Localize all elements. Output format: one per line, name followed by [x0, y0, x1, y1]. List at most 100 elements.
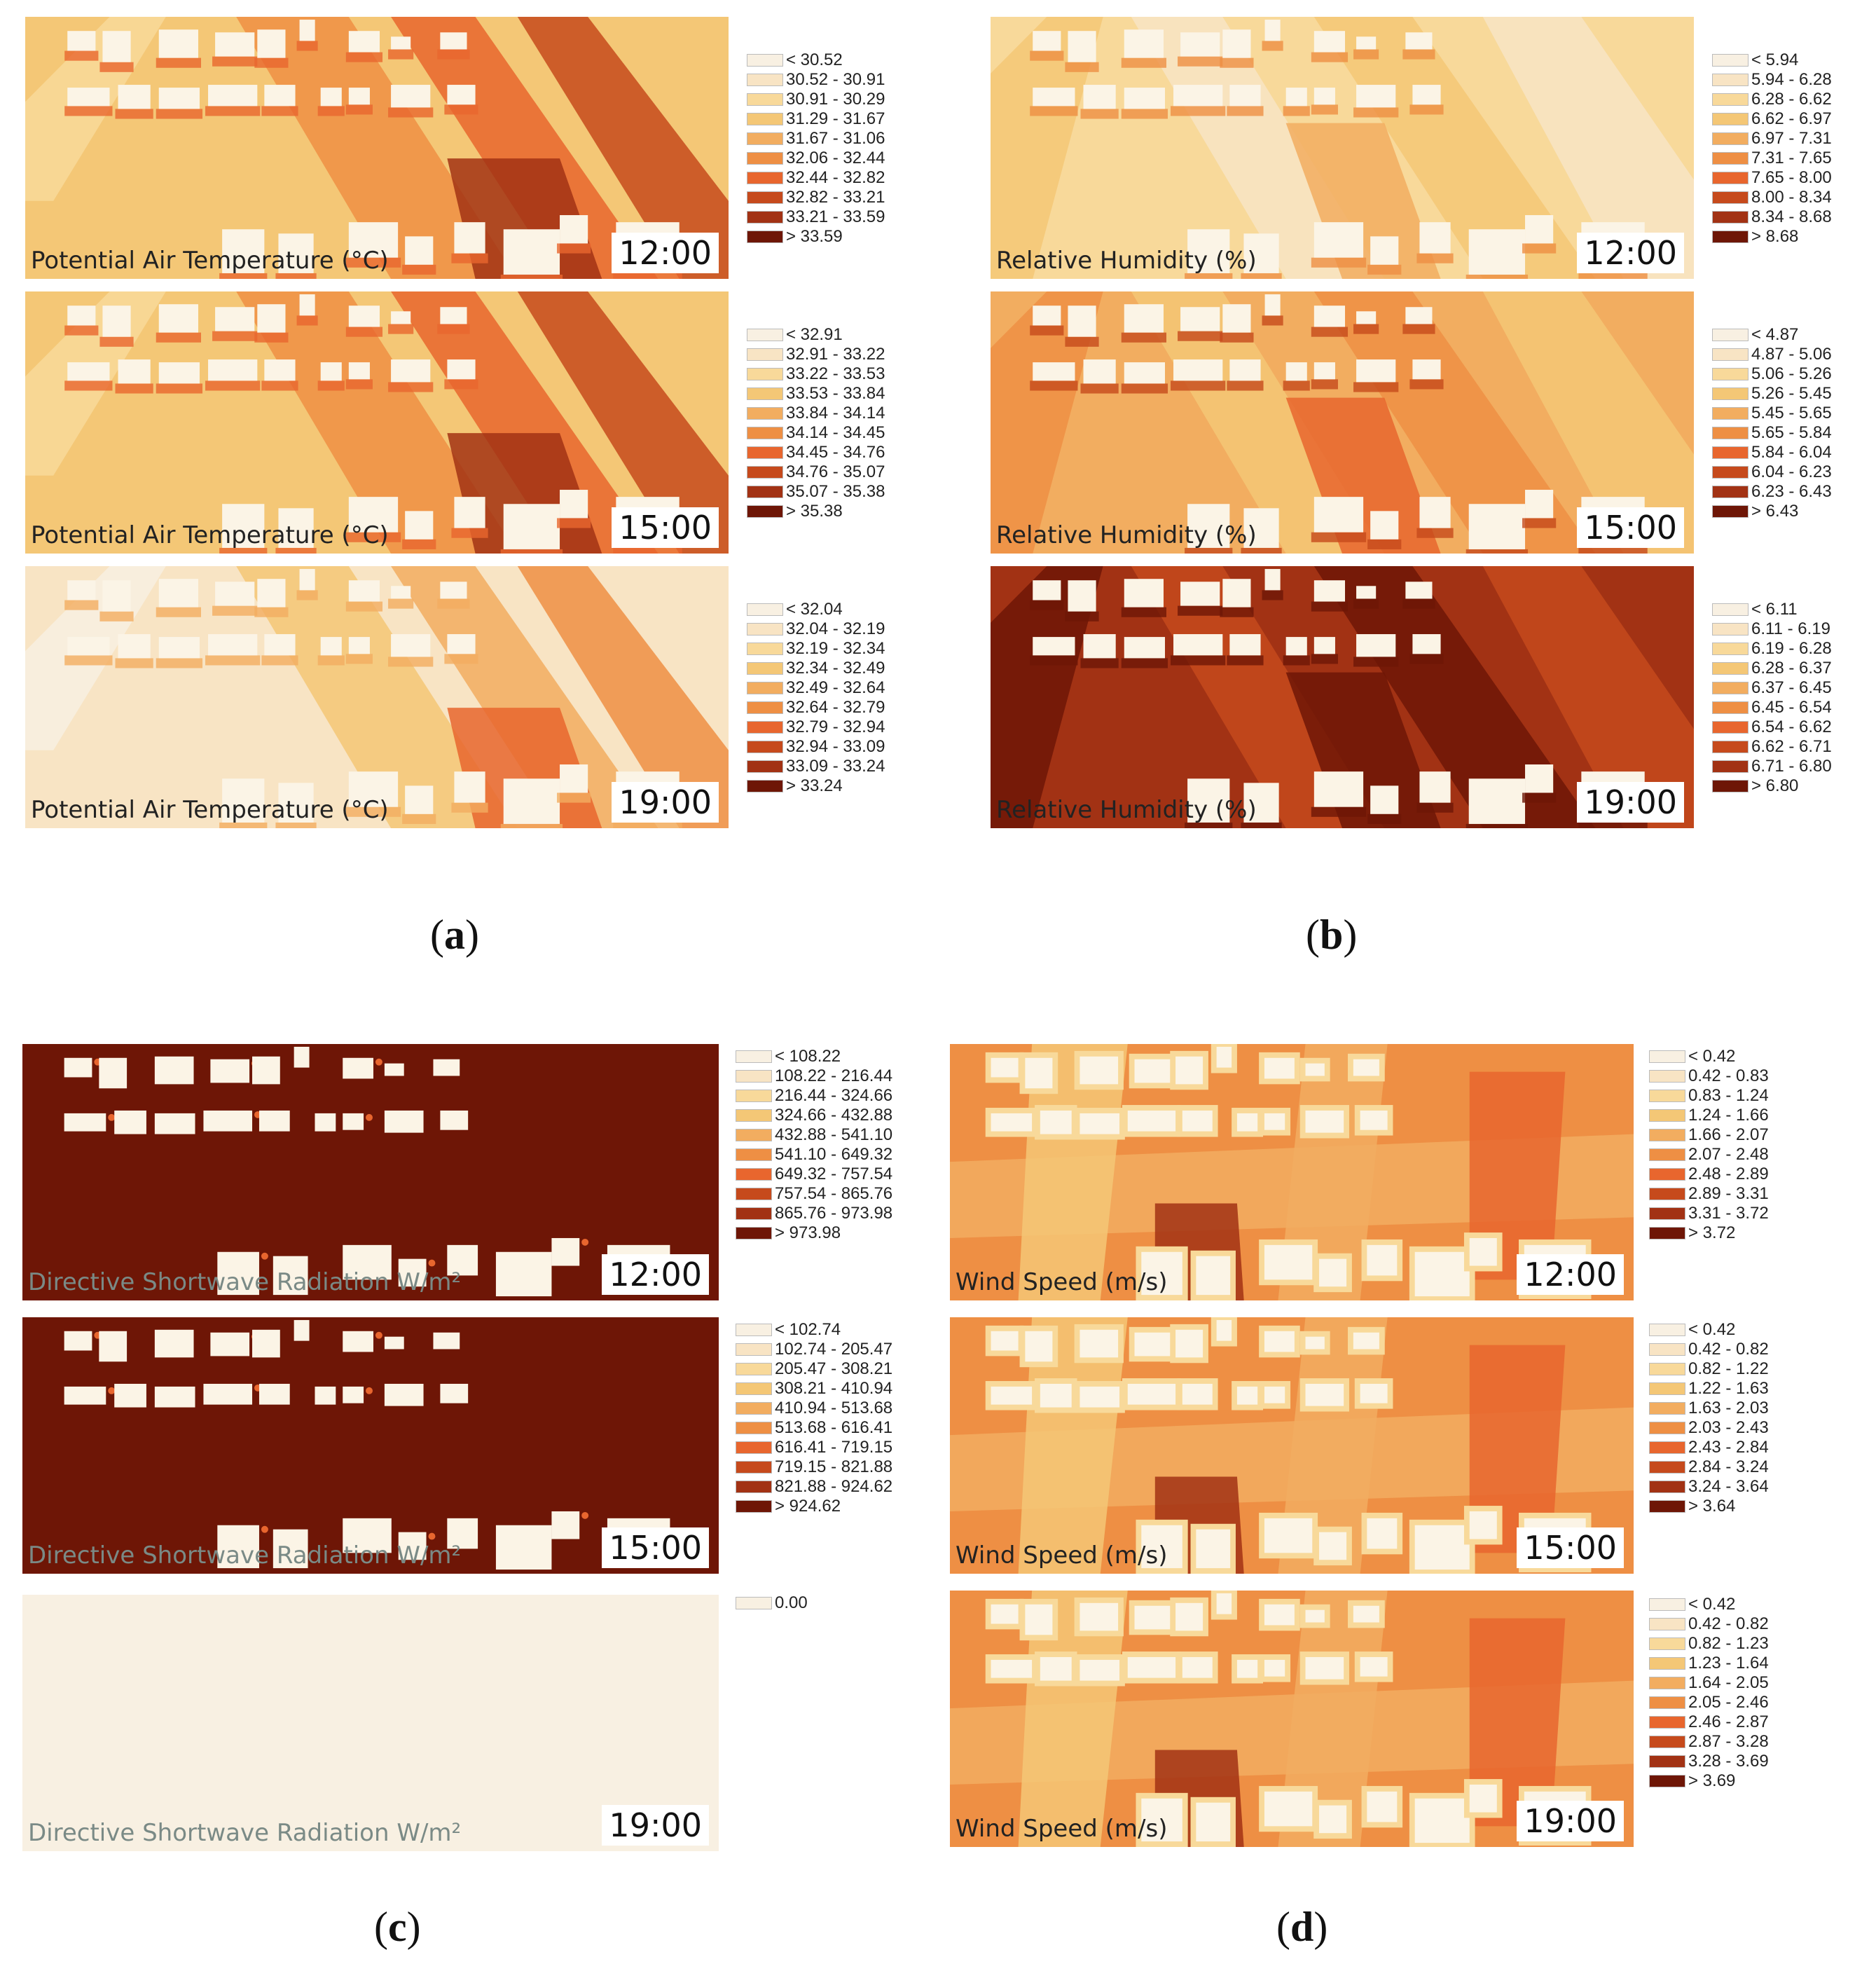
caption-b: (b): [1306, 912, 1358, 958]
legend-swatch: [736, 1168, 772, 1181]
building-footprint: [299, 569, 315, 591]
legend-row: 7.31 - 7.65: [1712, 149, 1832, 168]
building-shadow: [1121, 332, 1166, 343]
legend-row: 2.84 - 3.24: [1649, 1457, 1769, 1477]
building-footprint: [1243, 508, 1279, 548]
legend-label: 32.34 - 32.49: [786, 659, 885, 678]
building-footprint: [391, 359, 431, 383]
building-footprint: [384, 1063, 404, 1076]
building-shadow: [212, 605, 258, 616]
legend-row: 1.64 - 2.05: [1649, 1673, 1769, 1693]
building-footprint: [391, 586, 411, 599]
building-footprint: [348, 771, 399, 807]
building-footprint: [208, 359, 258, 381]
legend-swatch: [747, 93, 783, 106]
building-footprint: [1124, 579, 1164, 607]
building-footprint: [1305, 1110, 1344, 1133]
building-shadow: [1416, 528, 1454, 538]
field-plume: [236, 291, 518, 554]
building-shadow: [1465, 549, 1529, 554]
building-footprint: [320, 637, 342, 656]
building-footprint: [1134, 1332, 1173, 1357]
building-footprint: [1305, 1609, 1325, 1623]
building-footprint: [1353, 1332, 1379, 1350]
building-footprint: [315, 1386, 336, 1405]
legend-row: 2.43 - 2.84: [1649, 1438, 1769, 1457]
legend-row: 4.87 - 5.06: [1712, 345, 1832, 364]
building-shadow: [1227, 106, 1264, 116]
building-footprint: [391, 85, 431, 108]
legend-swatch: [747, 623, 783, 636]
building-footprint: [1187, 229, 1230, 273]
building-shadow: [99, 611, 134, 621]
legend-row: < 32.91: [747, 325, 885, 345]
legend-label: 6.11 - 6.19: [1751, 619, 1830, 638]
legend-row: 513.68 - 616.41: [736, 1418, 892, 1438]
building-footprint: [1127, 1656, 1176, 1678]
building-footprint: [1264, 1659, 1285, 1677]
building-footprint: [1353, 1059, 1379, 1076]
building-footprint: [210, 1059, 250, 1083]
legend-swatch: [736, 1109, 772, 1122]
legend-row: 410.94 - 513.68: [736, 1399, 892, 1418]
legend-row: 324.66 - 432.88: [736, 1106, 892, 1125]
legend-row: 2.87 - 3.28: [1649, 1732, 1769, 1752]
building-footprint: [1264, 1113, 1285, 1130]
field-plume: [517, 566, 729, 828]
building-footprint: [1412, 634, 1441, 654]
legend-label: 5.65 - 5.84: [1751, 423, 1832, 442]
legend-label: 6.62 - 6.97: [1751, 109, 1832, 128]
building-footprint: [203, 1110, 253, 1132]
legend-row: 33.22 - 33.53: [747, 364, 885, 384]
building-shadow: [345, 52, 383, 62]
building-shadow: [345, 806, 401, 817]
building-footprint: [1222, 304, 1251, 333]
building-footprint: [1180, 32, 1220, 57]
building-shadow: [99, 336, 134, 347]
legend-row: 649.32 - 757.54: [736, 1165, 892, 1184]
legend-label: 1.64 - 2.05: [1688, 1673, 1769, 1692]
building-shadow: [1220, 332, 1254, 343]
map-d-1: Wind Speed (m/s) 12:00: [950, 1044, 1634, 1300]
legend-swatch: [1712, 152, 1749, 165]
building-footprint: [1319, 1805, 1347, 1834]
building-shadow: [1367, 813, 1402, 824]
legend-row: 616.41 - 719.15: [736, 1438, 892, 1457]
legend-row: > 33.24: [747, 776, 885, 796]
legend-label: 6.37 - 6.45: [1751, 678, 1832, 697]
building-footprint: [560, 490, 588, 518]
legend-swatch: [747, 368, 783, 380]
legend-row: 3.28 - 3.69: [1649, 1752, 1769, 1771]
building-footprint: [343, 1331, 373, 1352]
map-time-label: 15:00: [1577, 507, 1684, 548]
legend-swatch: [1712, 643, 1749, 655]
building-footprint: [1405, 582, 1433, 599]
legend-label: < 6.11: [1751, 600, 1798, 619]
legend-label: 0.42 - 0.82: [1688, 1340, 1769, 1359]
legend-swatch: [747, 172, 783, 184]
legend-label: 5.26 - 5.45: [1751, 384, 1832, 403]
radiation-hotspot: [108, 1387, 116, 1394]
building-footprint: [1264, 294, 1281, 316]
building-footprint: [495, 1251, 552, 1297]
building-footprint: [1173, 634, 1223, 656]
building-footprint: [1040, 1110, 1072, 1134]
legend-swatch: [1649, 1148, 1685, 1161]
building-footprint: [1525, 490, 1554, 518]
legend-swatch: [1712, 682, 1749, 694]
map-time-label: 19:00: [1517, 1801, 1624, 1841]
legend-swatch: [736, 1148, 772, 1161]
building-footprint: [315, 1113, 336, 1132]
building-footprint: [1419, 222, 1451, 254]
building-footprint: [215, 582, 255, 606]
building-footprint: [1285, 88, 1307, 107]
building-footprint: [1196, 1529, 1231, 1569]
building-footprint: [1313, 88, 1335, 105]
building-footprint: [158, 88, 200, 109]
building-shadow: [345, 532, 401, 542]
building-footprint: [1414, 1798, 1470, 1843]
legend-row: < 30.52: [747, 50, 885, 70]
building-footprint: [1222, 29, 1251, 58]
legend-swatch: [1712, 505, 1749, 518]
building-footprint: [154, 1056, 194, 1085]
